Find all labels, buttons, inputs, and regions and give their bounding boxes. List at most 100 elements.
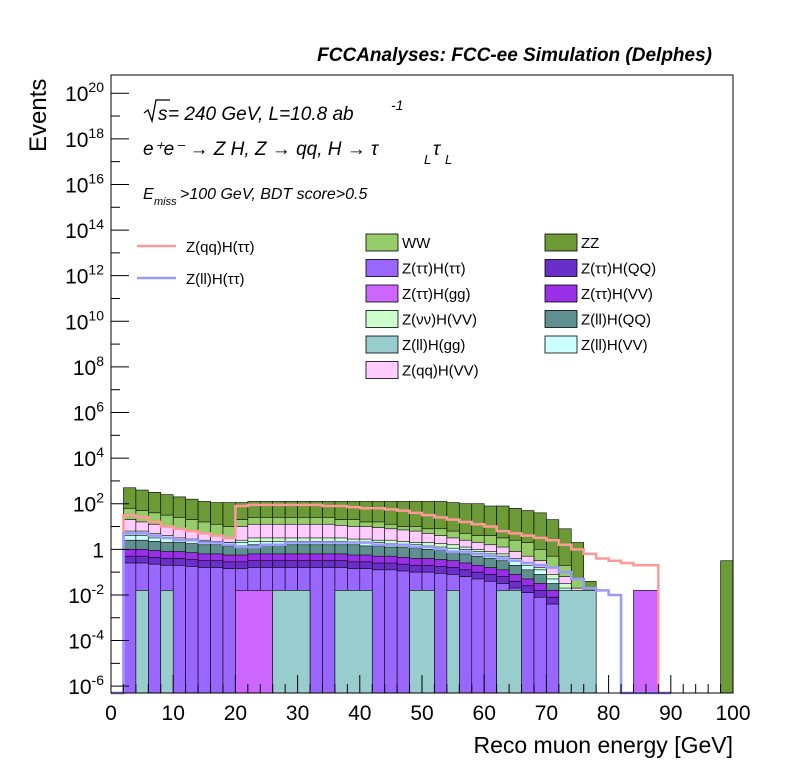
signal-line-0 [111,503,671,695]
y-tick-label: 106 [73,399,104,426]
process-sub2: L [445,152,452,167]
y-tick-label: 1 [92,539,104,562]
x-tick-label: 60 [473,702,496,725]
y-tick-label: 108 [73,353,104,380]
overlay-bar-4 [272,590,311,694]
y-tick-label: 104 [73,444,104,471]
legend-box-swatch [365,310,399,328]
bar-z-h--16 [309,567,323,694]
bar-z-h--28 [459,576,473,694]
lumi-exponent: -1 [391,97,403,113]
legend-box-swatch [365,361,399,379]
legend: Z(qq)H(ττ) Z(ll)H(ττ) WW ZZ Z(ττ)H(ττ) Z(ττ)H… [137,233,656,380]
bar-z-h--5 [172,564,186,694]
process-sub1: L [424,152,431,167]
signal-lines [111,503,671,695]
legend-line-label: Z(ll)H(ττ) [186,271,245,288]
y-tick-label: 10-6 [68,672,104,699]
y-tick-label: 102 [73,490,104,517]
legend-box-label: ZZ [581,235,599,252]
bar-zz-49 [720,560,734,694]
bar-z-h--22 [384,569,398,694]
x-tick-label: 50 [410,702,433,725]
y-tick-label: 1012 [65,262,104,289]
bar-z-h--35 [546,603,560,694]
y-tick-label: 1016 [65,170,104,197]
y-tick-label: 1018 [65,125,104,152]
legend-box-swatch [365,335,399,354]
legend-box-label: Z(ll)H(QQ) [581,312,651,329]
bar-z-h--9 [222,568,236,694]
bar-z-h--30 [483,580,497,694]
legend-box-label: WW [402,235,431,252]
bar-z-h--21 [371,569,385,694]
x-tick-label: 0 [105,702,117,725]
bar-z-h--34 [533,596,547,694]
legend-box-label: Z(ττ)H(ττ) [402,261,466,278]
overlay-bar-8 [496,590,522,694]
bar-z-h--6 [185,566,199,694]
legend-box-label: Z(ll)H(gg) [402,337,465,354]
legend-box-label: Z(ll)H(VV) [581,337,648,354]
y-tick-label: 10-2 [68,581,104,608]
x-axis-label: Reco muon energy [GeV] [473,732,733,758]
y-tick-label: 1010 [65,307,104,334]
sqrt-symbol [143,99,170,124]
annotation-cut: E miss >100 GeV, BDT score>0.5 [143,186,367,208]
x-tick-label: 70 [535,702,558,725]
legend-box-label: Z(qq)H(VV) [402,363,479,380]
x-tick-label: 10 [162,702,185,725]
overlay-bar-2 [135,590,149,694]
legend-box-label: Z(ττ)H(VV) [581,286,653,303]
overlay-bar-7 [446,590,460,694]
legend-box-swatch [544,233,578,252]
legend-box-label: Z(νν)H(VV) [402,312,477,329]
process-text: e⁺e⁻ → Z H, Z → qq, H → τ [143,139,380,160]
x-tick-label: 90 [659,702,682,725]
y-tick-label: 1020 [65,79,104,106]
axes: 0 10 20 30 40 50 60 70 80 90 100102010181016101410… [65,79,750,725]
x-tick-label: 30 [286,702,309,725]
y-tick-label: 10-4 [68,627,104,654]
legend-box-label: Z(ττ)H(QQ) [581,261,656,278]
x-tick-label: 80 [597,702,620,725]
annotation-energy: s = 240 GeV, L=10.8 ab -1 [143,97,403,125]
cut-sub: miss [154,196,177,208]
legend-box-swatch [365,233,399,252]
legend-box-label: Z(ττ)H(gg) [402,286,471,303]
legend-line-label: Z(qq)H(ττ) [186,239,255,256]
legend-box-swatch [365,284,399,303]
legend-box-swatch [365,259,399,277]
signal-line-1 [111,532,671,695]
legend-box-swatch [544,259,578,277]
bar-z-h--1 [123,562,137,694]
bar-z-h--3 [148,563,162,694]
x-tick-label: 20 [224,702,247,725]
chart-title: FCCAnalyses: FCC-ee Simulation (Delphes) [317,45,712,66]
overlay-bar-1 [633,590,659,694]
y-tick-label: 1014 [65,216,104,243]
bar-z-h--26 [434,572,448,694]
bar-z-h--7 [197,567,211,694]
y-axis-label: Events [25,79,52,152]
overlay-bar-0 [235,590,274,694]
energy-text: = 240 GeV, L=10.8 ab [168,104,354,125]
legend-box-swatch [544,284,578,303]
bar-z-h--17 [322,567,336,694]
bar-z-h--8 [210,567,224,694]
cut-E: E [143,186,154,203]
x-tick-label: 100 [715,702,750,725]
bar-z-h--23 [396,570,410,694]
overlay-bar-5 [334,590,373,694]
x-tick-label: 40 [348,702,371,725]
overlay-bar-3 [160,590,174,694]
cut-rest: >100 GeV, BDT score>0.5 [180,186,367,203]
bar-z-h--29 [471,578,485,694]
process-tau2: τ [433,139,442,160]
energy-prefix: s [158,104,168,125]
legend-box-swatch [544,335,578,354]
overlay-bars [135,590,659,694]
overlay-bar-9 [558,590,597,694]
